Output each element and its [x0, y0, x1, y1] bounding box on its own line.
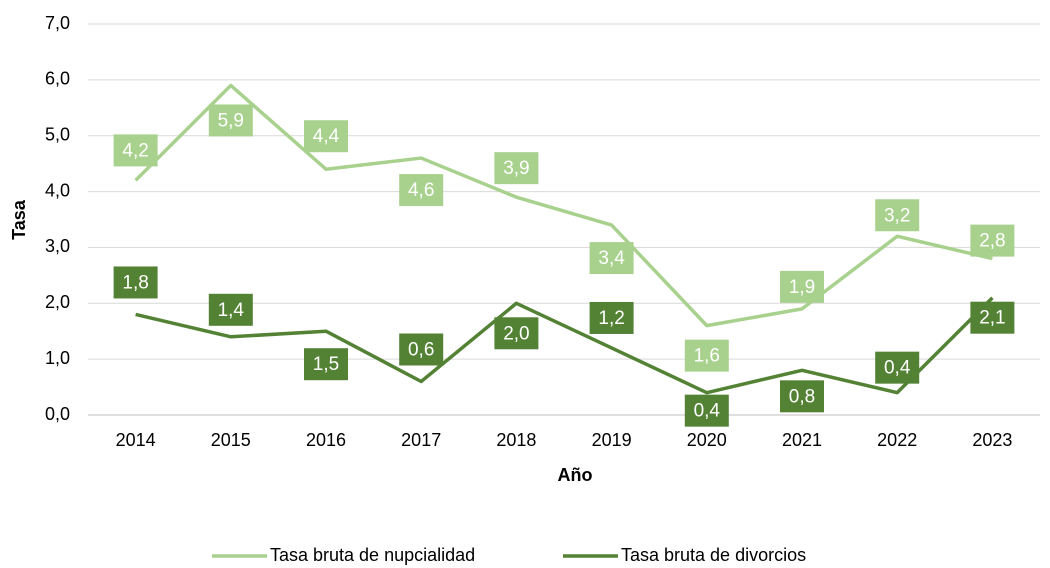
series-line: [134, 83, 993, 328]
data-label-box: [970, 301, 1015, 334]
data-label-box: [589, 242, 634, 275]
data-label-box: [589, 301, 634, 334]
data-label: 3,9: [503, 158, 529, 179]
data-label: 0,4: [884, 358, 911, 379]
data-label: 0,4: [694, 401, 721, 422]
y-tick-label: 7,0: [45, 13, 70, 33]
x-axis-title: Año: [558, 465, 593, 485]
data-label: 1,6: [694, 346, 720, 367]
data-label-box: [875, 199, 920, 232]
data-label: 0,6: [408, 340, 434, 361]
y-tick-label: 2,0: [45, 292, 70, 312]
data-label: 1,8: [122, 272, 148, 293]
data-label-box: [494, 152, 539, 185]
x-tick-label: 2014: [116, 430, 156, 450]
data-label-box: [494, 317, 539, 350]
data-label-box: [780, 270, 824, 303]
data-label-box: [113, 134, 158, 167]
data-label-box: [208, 104, 253, 137]
data-label-box: [970, 224, 1015, 257]
x-tick-label: 2019: [592, 430, 632, 450]
data-label: 1,9: [789, 277, 815, 298]
x-tick-label: 2021: [782, 430, 822, 450]
x-tick-label: 2015: [211, 430, 251, 450]
x-tick-label: 2016: [306, 430, 346, 450]
y-tick-label: 6,0: [45, 69, 70, 89]
data-label-box: [875, 351, 920, 384]
data-label-box: [780, 380, 824, 413]
data-label-box: [684, 394, 729, 427]
y-tick-label: 5,0: [45, 124, 70, 144]
legend-label: Tasa bruta de divorcios: [621, 545, 806, 565]
data-label-box: [684, 339, 729, 372]
data-label: 1,5: [313, 354, 339, 375]
x-tick-label: 2020: [687, 430, 727, 450]
y-tick-label: 3,0: [45, 236, 70, 256]
data-label-box: [399, 333, 444, 366]
data-label: 1,4: [218, 300, 245, 321]
data-label: 5,9: [218, 110, 244, 131]
legend-label: Tasa bruta de nupcialidad: [270, 545, 475, 565]
x-tick-label: 2017: [401, 430, 441, 450]
data-label: 1,2: [598, 308, 624, 329]
y-tick-label: 4,0: [45, 180, 70, 200]
x-tick-label: 2023: [972, 430, 1012, 450]
data-label-box: [304, 348, 348, 381]
series-line: [135, 296, 994, 395]
data-label-box: [304, 120, 348, 153]
y-tick-label: 1,0: [45, 348, 70, 368]
y-tick-label: 0,0: [45, 404, 70, 424]
data-label-box: [399, 174, 444, 207]
data-label: 0,8: [789, 386, 815, 407]
y-axis-title: Tasa: [9, 199, 29, 240]
data-label: 3,4: [598, 248, 625, 269]
data-label: 4,6: [408, 180, 434, 201]
x-tick-label: 2018: [496, 430, 536, 450]
data-label: 2,0: [503, 323, 529, 344]
data-label: 2,8: [979, 231, 1005, 252]
data-label: 2,1: [979, 308, 1005, 329]
x-tick-label: 2022: [877, 430, 917, 450]
data-label: 3,2: [884, 205, 910, 226]
data-label: 4,4: [313, 126, 340, 147]
data-label-box: [113, 266, 158, 299]
data-label-box: [208, 293, 253, 326]
data-label: 4,2: [122, 140, 148, 161]
